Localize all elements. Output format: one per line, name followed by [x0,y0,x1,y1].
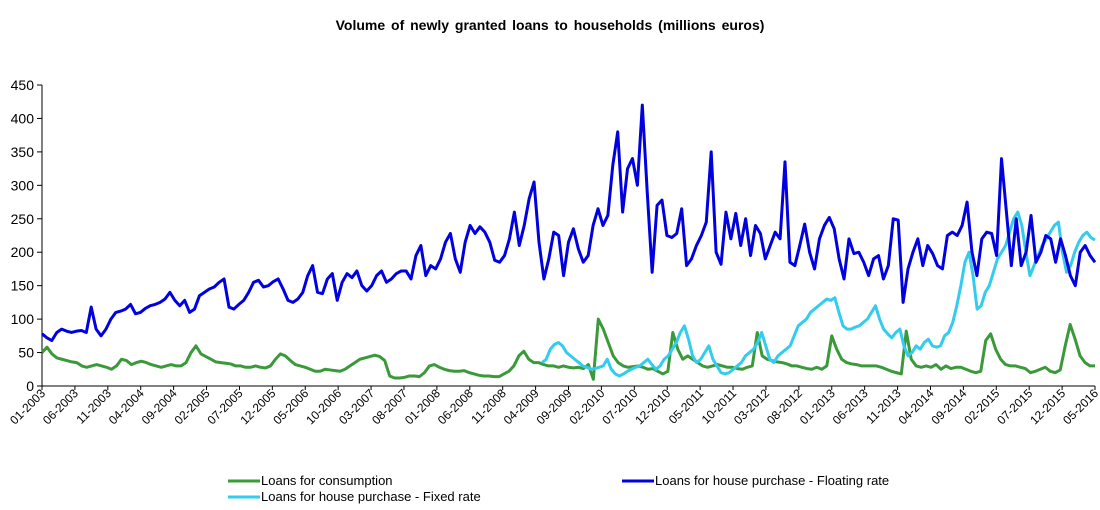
y-tick-label: 0 [26,378,34,394]
x-tick-label: 07-2005 [205,386,246,427]
y-tick-label: 200 [11,244,35,260]
series-line-consumption [40,317,1095,381]
x-tick-label: 07-2015 [994,386,1035,427]
x-tick-label: 02-2010 [566,386,607,427]
x-tick-label: 04-2014 [896,386,937,427]
x-tick-label: 02-2005 [172,386,213,427]
x-tick-label: 01-2008 [402,386,443,427]
legend-item-fixed-rate: Loans for house purchase - Fixed rate [228,489,481,504]
legend-item-floating-rate: Loans for house purchase - Floating rate [622,473,889,488]
legend: Loans for consumption Loans for house pur… [228,473,889,504]
x-tick-label: 12-2010 [632,386,673,427]
series-layer [40,103,1097,381]
x-tick-label: 07-2010 [599,386,640,427]
x-tick-label: 09-2014 [928,386,969,427]
y-tick-label: 50 [18,345,34,361]
series-line-fixed-rate [541,210,1096,378]
x-tick-label: 03-2012 [731,386,772,427]
x-tick-label: 12-2015 [1027,386,1068,427]
x-tick-label: 09-2004 [139,386,180,427]
y-tick-label: 400 [11,110,35,126]
legend-label: Loans for house purchase - Fixed rate [261,489,481,504]
y-tick-label: 300 [11,177,35,193]
x-tick-label: 06-2013 [830,386,871,427]
y-tick-label: 350 [11,144,35,160]
x-tick-label: 12-2005 [237,386,278,427]
y-tick-label: 450 [11,77,35,93]
axes: 05010015020025030035040045001-200306-200… [7,77,1100,427]
x-tick-label: 08-2007 [369,386,410,427]
legend-label: Loans for consumption [261,473,393,488]
x-tick-label: 01-2013 [797,386,838,427]
x-tick-label: 04-2004 [106,386,147,427]
x-tick-label: 05-2016 [1060,386,1100,427]
x-tick-label: 05-2011 [666,386,707,427]
chart-title: Volume of newly granted loans to househo… [336,17,765,33]
x-tick-label: 06-2003 [40,386,81,427]
y-tick-label: 250 [11,211,35,227]
x-tick-label: 05-2006 [270,386,311,427]
legend-item-consumption: Loans for consumption [228,473,393,488]
legend-label: Loans for house purchase - Floating rate [655,473,889,488]
y-tick-label: 150 [11,278,35,294]
x-tick-label: 06-2008 [435,386,476,427]
x-tick-label: 08-2012 [764,386,805,427]
x-tick-label: 04-2009 [501,386,542,427]
series-line-floating-rate [41,103,1097,343]
x-tick-label: 10-2006 [303,386,344,427]
x-tick-label: 09-2009 [534,386,575,427]
y-tick-label: 100 [11,311,35,327]
x-tick-label: 03-2007 [336,386,377,427]
x-tick-label: 02-2015 [961,386,1002,427]
